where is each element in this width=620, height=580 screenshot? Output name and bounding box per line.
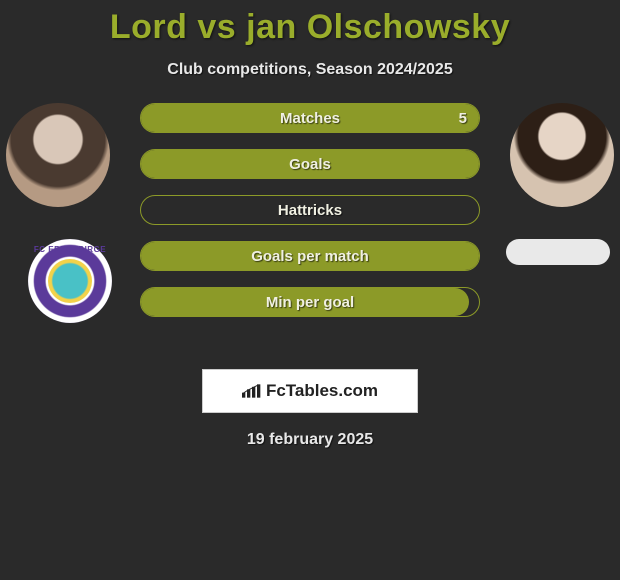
- stat-bar: Min per goal: [140, 287, 480, 317]
- stat-bar: Goals: [140, 149, 480, 179]
- subtitle: Club competitions, Season 2024/2025: [0, 61, 620, 79]
- comparison-layout: FC ERZGEBIRGE AUE Matches5 Goals Hattricks…: [0, 103, 620, 363]
- stat-bar: Matches5: [140, 103, 480, 133]
- stat-bar: Hattricks: [140, 195, 480, 225]
- player-left-avatar: [6, 103, 110, 207]
- stat-bar-value: 5: [459, 104, 467, 132]
- stat-bar: Goals per match: [140, 241, 480, 271]
- club-left-badge-top-text: FC ERZGEBIRGE: [28, 245, 112, 254]
- stat-bar-label: Min per goal: [141, 288, 479, 316]
- brand-box[interactable]: FcTables.com: [202, 369, 418, 413]
- stat-bar-label: Matches: [141, 104, 479, 132]
- brand-text: FcTables.com: [266, 381, 378, 401]
- stat-bar-label: Goals: [141, 150, 479, 178]
- stat-bars: Matches5 Goals Hattricks Goals per match Min…: [140, 103, 480, 333]
- player-right-avatar: [510, 103, 614, 207]
- stat-bar-label: Goals per match: [141, 242, 479, 270]
- date-label: 19 february 2025: [0, 431, 620, 449]
- club-left-badge: FC ERZGEBIRGE AUE: [28, 239, 112, 323]
- stat-bar-label: Hattricks: [141, 196, 479, 224]
- page-title: Lord vs jan Olschowsky: [0, 0, 620, 47]
- club-left-badge-inner: [48, 259, 92, 303]
- club-left-badge-bottom-text: AUE: [28, 308, 112, 317]
- club-right-badge: [506, 239, 610, 265]
- bar-chart-icon: [242, 384, 262, 398]
